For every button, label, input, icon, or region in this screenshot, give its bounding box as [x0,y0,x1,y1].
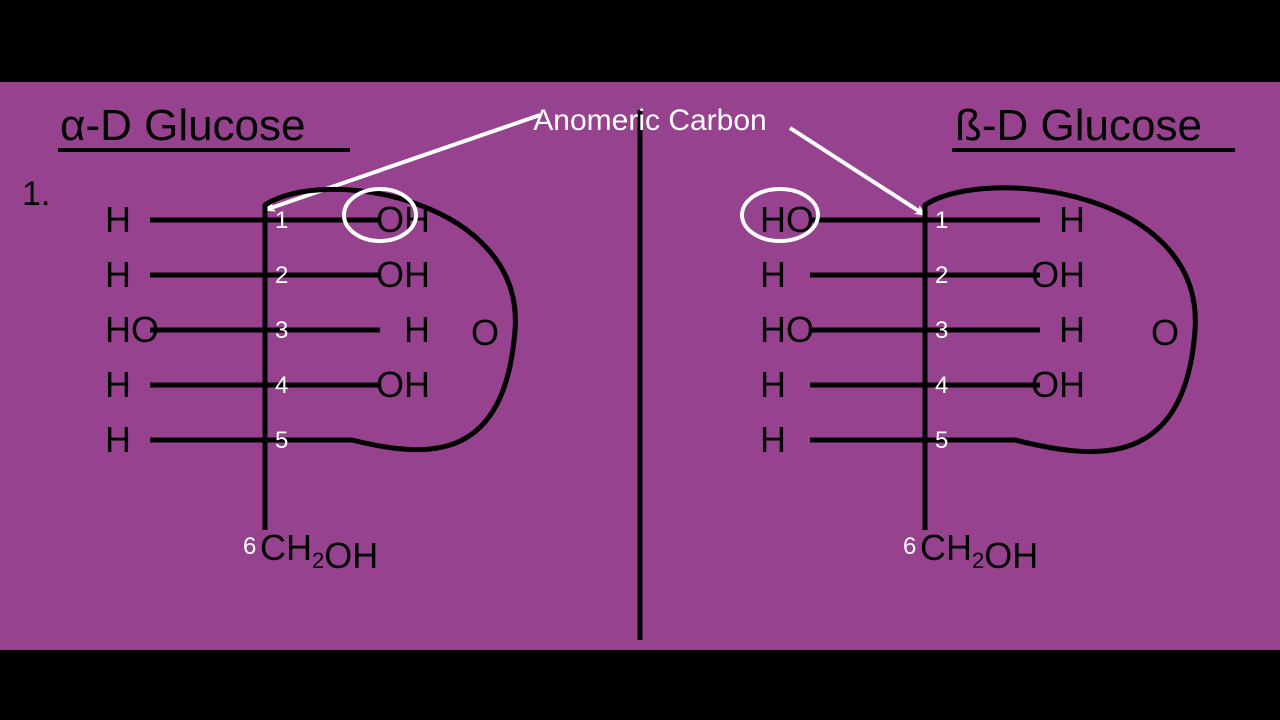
atom-left: H [105,364,131,405]
carbon-number: 4 [935,372,948,399]
molecule-title: ß-D Glucose [955,101,1202,150]
atom-left: H [760,254,786,295]
carbon-number: 1 [275,207,288,234]
atom-left: HO [760,309,814,350]
carbon-number: 6 [243,533,256,560]
anomeric-callout: Anomeric Carbon [533,104,766,137]
atom-left: H [760,364,786,405]
atom-left: H [105,254,131,295]
carbon-number: 6 [903,533,916,560]
carbon-number: 5 [935,427,948,454]
carbon-number: 2 [935,262,948,289]
atom-right: OH [1031,254,1085,295]
carbon-number: 1 [935,207,948,234]
molecule-title: α-D Glucose [60,101,306,150]
atom-right: H [1059,309,1085,350]
carbon-number: 2 [275,262,288,289]
atom-right: OH [376,364,430,405]
atom-right: H [404,309,430,350]
atom-right: OH [1031,364,1085,405]
ring-oxygen: O [1151,312,1179,353]
atom-right: OH [376,254,430,295]
atom-left: H [105,419,131,460]
atom-left: H [105,199,131,240]
ring-oxygen: O [471,312,499,353]
carbon-number: 3 [935,317,948,344]
carbon-number: 4 [275,372,288,399]
atom-left: H [760,419,786,460]
atom-right: H [1059,199,1085,240]
atom-left: HO [105,309,159,350]
carbon-number: 5 [275,427,288,454]
carbon-number: 3 [275,317,288,344]
question-number: 1. [22,175,50,213]
